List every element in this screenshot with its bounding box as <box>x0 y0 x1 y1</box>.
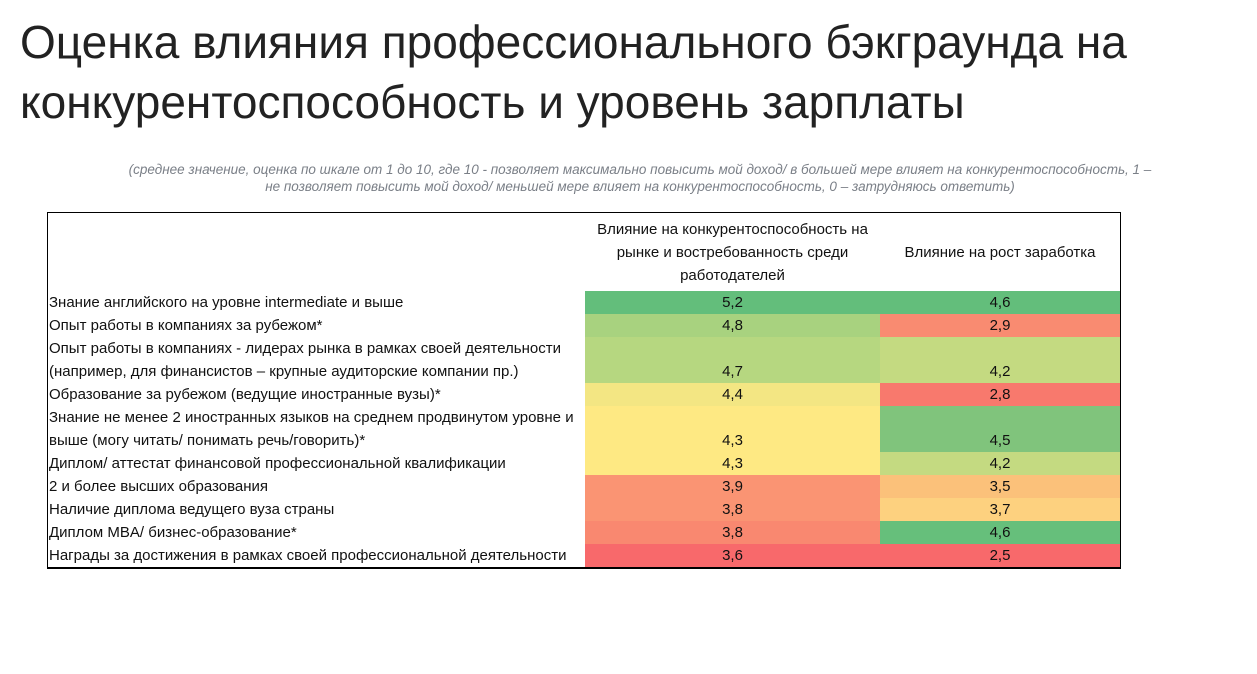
heatmap-cell: 4,2 <box>880 337 1121 383</box>
table-row: Знание не менее 2 иностранных языков на … <box>48 406 1121 452</box>
row-label: 2 и более высших образования <box>49 478 269 495</box>
heatmap-cell: 2,5 <box>880 544 1121 568</box>
heatmap-cell: 4,3 <box>585 406 880 452</box>
row-label: Опыт работы в компаниях - лидерах рынка … <box>49 340 561 380</box>
heatmap-cell: 3,7 <box>880 498 1121 521</box>
heatmap-cell: 4,5 <box>880 406 1121 452</box>
row-label: Опыт работы в компаниях за рубежом* <box>49 317 323 334</box>
heatmap-cell: 3,9 <box>585 475 880 498</box>
heatmap-cell: 3,6 <box>585 544 880 568</box>
heatmap-cell: 4,4 <box>585 383 880 406</box>
heatmap-cell: 4,8 <box>585 314 880 337</box>
table-row: Опыт работы в компаниях за рубежом* 4,8 2,… <box>48 314 1121 337</box>
table-row: Знание английского на уровне intermediat… <box>48 291 1121 314</box>
header-row: Влияние на конкурентоспособность на рынк… <box>48 213 1121 292</box>
heatmap-cell: 4,6 <box>880 521 1121 544</box>
heatmap-cell: 2,9 <box>880 314 1121 337</box>
table-row: Опыт работы в компаниях - лидерах рынка … <box>48 337 1121 383</box>
row-label: Награды за достижения в рамках своей про… <box>49 547 567 564</box>
heatmap-cell: 3,5 <box>880 475 1121 498</box>
table-row: Диплом MBA/ бизнес-образование* 3,8 4,6 <box>48 521 1121 544</box>
heatmap-cell: 3,8 <box>585 498 880 521</box>
heatmap-cell: 4,6 <box>880 291 1121 314</box>
heatmap-cell: 5,2 <box>585 291 880 314</box>
row-label: Диплом MBA/ бизнес-образование* <box>49 524 297 541</box>
row-label: Знание не менее 2 иностранных языков на … <box>49 409 574 449</box>
heatmap-table: Влияние на конкурентоспособность на рынк… <box>47 212 1121 569</box>
row-label: Знание английского на уровне intermediat… <box>49 294 404 311</box>
heatmap-cell: 4,3 <box>585 452 880 475</box>
heatmap-cell: 2,8 <box>880 383 1121 406</box>
heatmap-cell: 4,2 <box>880 452 1121 475</box>
table-row: Диплом/ аттестат финансовой профессионал… <box>48 452 1121 475</box>
header-salary-growth: Влияние на рост заработка <box>904 243 1096 261</box>
heatmap-cell: 4,7 <box>585 337 880 383</box>
table-row: Наличие диплома ведущего вуза страны 3,8 3… <box>48 498 1121 521</box>
table-row: Образование за рубежом (ведущие иностран… <box>48 383 1121 406</box>
table-row: 2 и более высших образования 3,9 3,5 <box>48 475 1121 498</box>
subtitle: (среднее значение, оценка по шкале от 1 … <box>128 162 1152 194</box>
row-label: Образование за рубежом (ведущие иностран… <box>49 386 441 403</box>
page-title: Оценка влияния профессионального бэкграу… <box>20 16 1127 128</box>
row-label: Диплом/ аттестат финансовой профессионал… <box>49 455 506 472</box>
header-label <box>48 213 586 292</box>
row-label: Наличие диплома ведущего вуза страны <box>49 501 335 518</box>
table-row: Награды за достижения в рамках своей про… <box>48 544 1121 568</box>
header-competitiveness: Влияние на конкурентоспособность на рынк… <box>597 220 868 284</box>
heatmap-cell: 3,8 <box>585 521 880 544</box>
